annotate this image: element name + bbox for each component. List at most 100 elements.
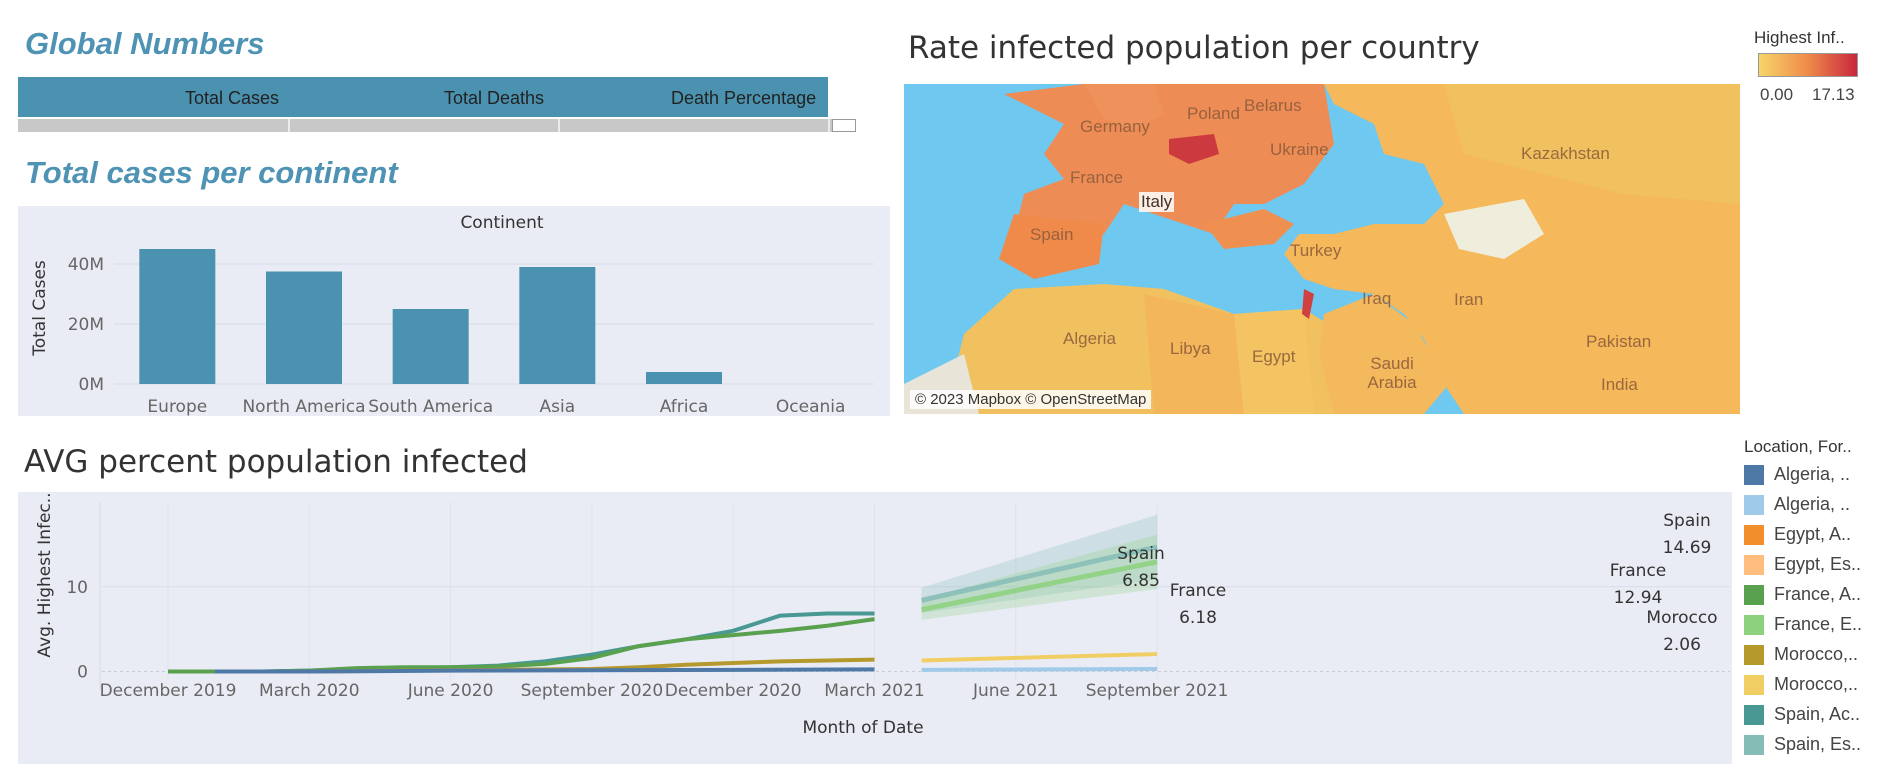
map-label-poland: Poland (1187, 104, 1240, 123)
map-legend-max: 17.13 (1812, 85, 1855, 104)
map-label-saudi-arabia: Saudi Arabia (1367, 354, 1417, 392)
map-label-algeria: Algeria (1063, 329, 1116, 348)
legend-swatch (1744, 495, 1764, 515)
legend-item[interactable]: Egypt, Es.. (1744, 553, 1880, 577)
legend-item[interactable]: Morocco,.. (1744, 673, 1880, 697)
legend-item[interactable]: Egypt, A.. (1744, 523, 1880, 547)
legend-label: Egypt, Es.. (1774, 554, 1862, 574)
legend-item[interactable]: Algeria, .. (1744, 493, 1880, 517)
line-series-algeria[interactable] (921, 666, 1158, 672)
line-x-tick-label: June 2020 (407, 681, 494, 701)
column-total-deaths[interactable]: Total Deaths (444, 88, 545, 108)
bar-x-tick-label: Africa (660, 397, 709, 416)
line-series-algeria[interactable] (215, 667, 875, 674)
bar-south-america[interactable] (392, 309, 469, 384)
legend-swatch (1744, 585, 1764, 605)
line-y-tick-label: 10 (66, 578, 88, 598)
continent-chart-panel: Continent Total Cases 0M 20M 40M Europe Nor… (18, 206, 890, 417)
iberia-region (999, 214, 1104, 279)
bar-y-tick-label: 40M (68, 255, 104, 275)
global-numbers-table-header: Total Cases Total Deaths Death Percentag… (18, 77, 828, 117)
line-annotation-label: Spain (1117, 544, 1165, 564)
bar-north-america[interactable] (266, 271, 342, 385)
legend-swatch (1744, 525, 1764, 545)
line-y-tick-label: 0 (77, 663, 88, 683)
map-label-pakistan: Pakistan (1586, 332, 1652, 351)
egypt-region (1234, 309, 1314, 414)
column-total-cases[interactable]: Total Cases (185, 88, 280, 108)
line-x-tick-label: September 2021 (1086, 681, 1229, 701)
avg-infected-line-chart: Avg. Highest Infec.. Month of Date 0 10 D… (35, 492, 1730, 738)
bar-x-tick-label: Oceania (776, 397, 846, 416)
line-annotation-label: Morocco (1646, 608, 1717, 628)
bar-africa[interactable] (646, 372, 722, 384)
bar-x-tick-label: South America (368, 397, 493, 416)
line-x-tick-label: December 2020 (665, 681, 802, 701)
map-color-ramp (1758, 53, 1858, 77)
bar-x-tick-label: Asia (540, 397, 576, 416)
bar-y-tick-label: 20M (68, 315, 104, 335)
line-x-tick-label: December 2019 (100, 681, 237, 701)
map-label-iraq: Iraq (1362, 289, 1392, 308)
bar-y-tick-label: 0M (79, 375, 104, 395)
legend-item[interactable]: Spain, Es.. (1744, 733, 1880, 757)
line-series-france-e[interactable] (921, 559, 1158, 613)
legend-item[interactable]: Spain, Ac.. (1744, 703, 1880, 727)
map-label-germany: Germany (1080, 117, 1150, 136)
bar-chart-title: Continent (460, 213, 543, 233)
legend-swatch (1744, 705, 1764, 725)
legend-item[interactable]: France, E.. (1744, 613, 1880, 637)
line-section-title: AVG percent population infected (24, 444, 528, 480)
map-label-kazakhstan: Kazakhstan (1521, 144, 1610, 163)
legend-swatch (1744, 675, 1764, 695)
legend-label: France, A.. (1774, 584, 1862, 604)
legend-label: Algeria, .. (1774, 464, 1851, 484)
line-annotation-value: 12.94 (1614, 588, 1663, 608)
legend-item[interactable]: Algeria, .. (1744, 463, 1880, 487)
column-death-percentage[interactable]: Death Percentage (671, 88, 817, 108)
map-label-spain: Spain (1030, 225, 1074, 244)
map-label-egypt: Egypt (1252, 347, 1296, 366)
legend-label: Morocco,.. (1774, 644, 1859, 664)
global-numbers-title: Global Numbers (25, 26, 265, 61)
line-annotation-value: 2.06 (1663, 635, 1701, 655)
column-divider (828, 119, 830, 132)
legend-label: Morocco,.. (1774, 674, 1859, 694)
map-label-india: India (1601, 375, 1638, 394)
line-series-spain-es[interactable] (921, 544, 1158, 603)
line-chart-panel: Avg. Highest Infec.. Month of Date 0 10 D… (18, 492, 1732, 764)
arabia-region (1319, 294, 1449, 414)
turkey-region (1204, 209, 1294, 249)
line-x-tick-label: March 2021 (824, 681, 925, 701)
legend-item[interactable]: Morocco,.. (1744, 643, 1880, 667)
choropleth-map[interactable]: Germany Poland Belarus Ukraine Kazakhsta… (904, 84, 1740, 414)
turkmenistan-region (1444, 199, 1544, 259)
line-annotation-label: France (1170, 581, 1227, 601)
legend-swatch (1744, 465, 1764, 485)
line-annotation-label: France (1610, 561, 1667, 581)
line-x-tick-label: June 2021 (972, 681, 1059, 701)
map-label-turkey: Turkey (1290, 241, 1342, 260)
line-annotation-value: 6.18 (1179, 608, 1217, 628)
legend-label: France, E.. (1774, 614, 1863, 634)
line-annotation-label: Spain (1663, 511, 1711, 531)
line-series-morocco[interactable] (921, 652, 1158, 663)
map-label-iran: Iran (1454, 290, 1484, 309)
uk-region (1084, 84, 1164, 129)
czechia-region (1169, 134, 1219, 164)
map-attribution[interactable]: © 2023 Mapbox © OpenStreetMap (910, 390, 1152, 409)
continent-bar-chart: Continent Total Cases 0M 20M 40M Europe Nor… (30, 213, 874, 417)
legend-label: Spain, Es.. (1774, 734, 1862, 754)
bar-x-tick-label: Europe (147, 397, 207, 416)
bar-asia[interactable] (519, 267, 596, 384)
legend-label: Egypt, A.. (1774, 524, 1852, 544)
table-scroll-handle[interactable] (832, 119, 856, 132)
line-x-tick-label: September 2020 (521, 681, 664, 701)
map-label-libya: Libya (1170, 339, 1211, 358)
continent-section-title: Total cases per continent (25, 155, 398, 190)
column-divider (288, 119, 290, 132)
libya-region (1144, 294, 1244, 414)
legend-item[interactable]: France, A.. (1744, 583, 1880, 607)
map-legend-min: 0.00 (1760, 85, 1794, 104)
bar-europe[interactable] (139, 249, 216, 384)
